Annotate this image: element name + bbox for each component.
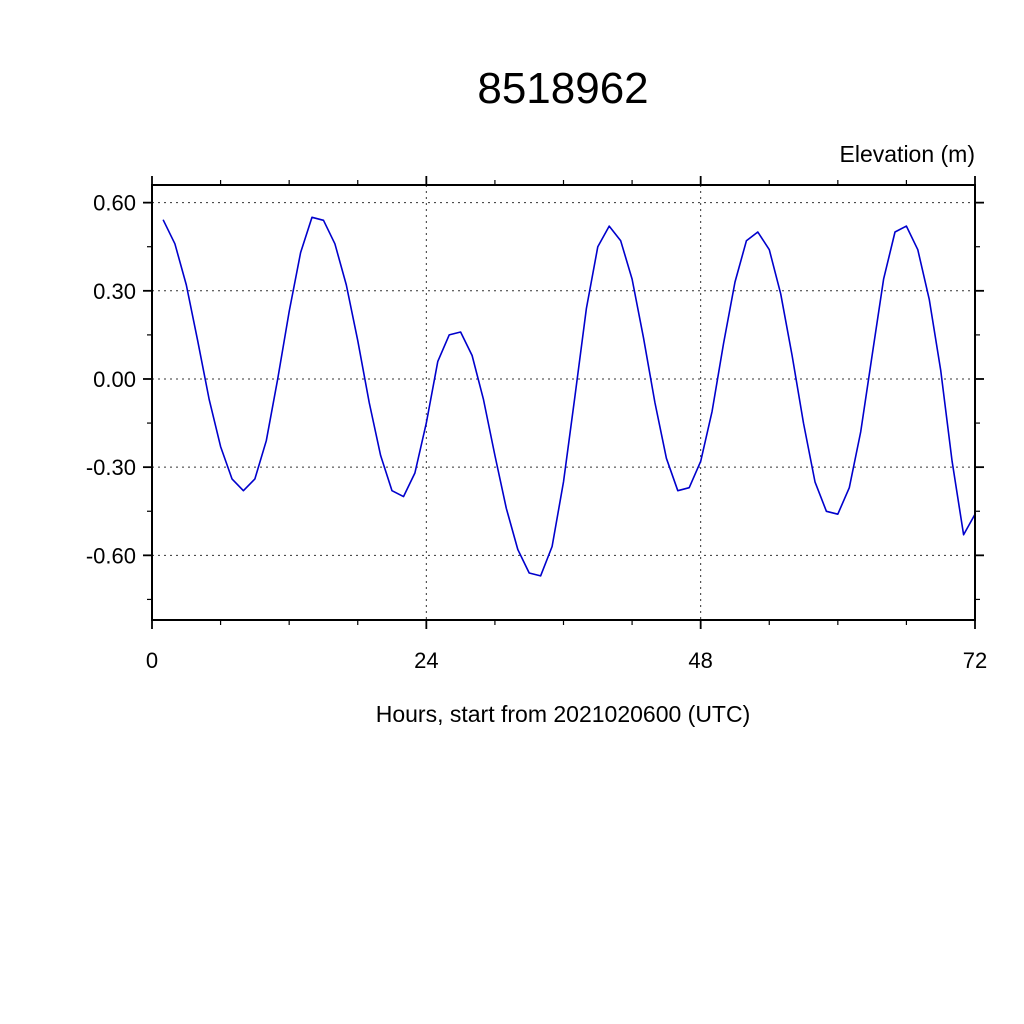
elevation-line xyxy=(162,216,976,577)
x-tick-label: 72 xyxy=(963,648,987,673)
x-tick-label: 24 xyxy=(414,648,438,673)
y-tick-label: 0.60 xyxy=(93,191,136,216)
y-tick-label: -0.30 xyxy=(86,455,136,480)
plot-area: 0 24 48 72 0.60 0.30 0.00 -0.30 -0.60 xyxy=(86,176,987,673)
y-tick-label: 0.00 xyxy=(93,367,136,392)
y-tick-label: 0.30 xyxy=(93,279,136,304)
x-tick-label: 0 xyxy=(146,648,158,673)
y-tick-label: -0.60 xyxy=(86,543,136,568)
x-axis-label: Hours, start from 2021020600 (UTC) xyxy=(376,701,751,727)
x-tick-label: 48 xyxy=(688,648,712,673)
y-axis-label: Elevation (m) xyxy=(840,141,975,167)
chart-title: 8518962 xyxy=(477,64,648,113)
plot-frame xyxy=(151,184,976,621)
